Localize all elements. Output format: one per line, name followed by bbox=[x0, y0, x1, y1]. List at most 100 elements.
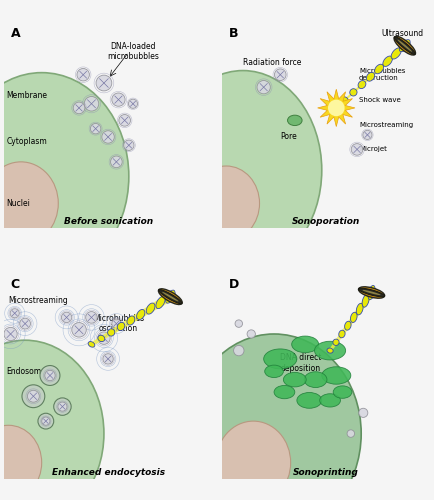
Ellipse shape bbox=[368, 286, 375, 300]
Ellipse shape bbox=[320, 394, 340, 407]
Ellipse shape bbox=[265, 365, 283, 378]
Ellipse shape bbox=[274, 386, 295, 398]
Ellipse shape bbox=[193, 166, 260, 240]
Circle shape bbox=[45, 370, 55, 380]
Ellipse shape bbox=[98, 335, 105, 342]
Ellipse shape bbox=[350, 88, 357, 96]
Text: Microjet: Microjet bbox=[359, 146, 387, 152]
Ellipse shape bbox=[358, 80, 366, 88]
Text: Enhanced endocytosis: Enhanced endocytosis bbox=[52, 468, 164, 477]
Ellipse shape bbox=[165, 290, 175, 303]
Text: DNA-loaded
microbubbles: DNA-loaded microbubbles bbox=[107, 42, 159, 61]
Ellipse shape bbox=[127, 316, 135, 325]
Ellipse shape bbox=[0, 72, 129, 280]
Ellipse shape bbox=[288, 115, 302, 126]
Text: D: D bbox=[228, 278, 239, 291]
Ellipse shape bbox=[333, 386, 352, 398]
Text: Sonoporation: Sonoporation bbox=[292, 217, 360, 226]
Circle shape bbox=[10, 308, 19, 318]
Text: Radiation force: Radiation force bbox=[243, 58, 301, 67]
Ellipse shape bbox=[322, 367, 351, 384]
Circle shape bbox=[84, 96, 99, 111]
Circle shape bbox=[61, 312, 72, 322]
Text: Sonoprinting: Sonoprinting bbox=[293, 468, 359, 477]
Ellipse shape bbox=[264, 349, 297, 369]
Text: Pore: Pore bbox=[280, 132, 297, 141]
Text: Microbubbles
oscillation: Microbubbles oscillation bbox=[93, 314, 144, 334]
Circle shape bbox=[85, 312, 97, 323]
Circle shape bbox=[27, 390, 39, 402]
Ellipse shape bbox=[351, 312, 357, 322]
Text: Cytoplasm: Cytoplasm bbox=[7, 136, 47, 145]
Circle shape bbox=[103, 354, 113, 364]
Ellipse shape bbox=[333, 105, 339, 111]
Text: Microstreaming: Microstreaming bbox=[359, 122, 413, 128]
Ellipse shape bbox=[117, 322, 125, 330]
Text: Shock wave: Shock wave bbox=[359, 96, 401, 102]
Polygon shape bbox=[90, 290, 174, 346]
Circle shape bbox=[20, 318, 30, 329]
Text: Microstreaming: Microstreaming bbox=[9, 296, 68, 306]
Circle shape bbox=[22, 385, 45, 407]
Ellipse shape bbox=[315, 342, 345, 360]
Ellipse shape bbox=[358, 287, 385, 298]
Circle shape bbox=[235, 320, 243, 328]
Text: C: C bbox=[10, 278, 20, 291]
Ellipse shape bbox=[327, 348, 333, 353]
Circle shape bbox=[274, 69, 286, 80]
Ellipse shape bbox=[88, 342, 95, 347]
Polygon shape bbox=[335, 40, 409, 110]
Circle shape bbox=[72, 322, 86, 337]
Ellipse shape bbox=[362, 290, 381, 295]
Ellipse shape bbox=[345, 321, 351, 330]
Ellipse shape bbox=[333, 339, 339, 345]
Circle shape bbox=[363, 130, 372, 140]
Ellipse shape bbox=[375, 64, 384, 74]
Circle shape bbox=[112, 93, 125, 106]
Ellipse shape bbox=[342, 97, 348, 103]
Circle shape bbox=[351, 144, 363, 155]
Circle shape bbox=[112, 319, 121, 328]
Ellipse shape bbox=[137, 310, 145, 320]
Text: DNA direct
deposition: DNA direct deposition bbox=[280, 354, 322, 372]
Circle shape bbox=[58, 402, 67, 411]
Circle shape bbox=[111, 156, 122, 168]
Text: Nuclei: Nuclei bbox=[7, 199, 30, 208]
Ellipse shape bbox=[304, 372, 327, 388]
Ellipse shape bbox=[0, 426, 42, 500]
Circle shape bbox=[257, 80, 270, 94]
Ellipse shape bbox=[398, 40, 412, 52]
Ellipse shape bbox=[339, 330, 345, 338]
Text: A: A bbox=[10, 27, 20, 40]
Ellipse shape bbox=[383, 56, 392, 66]
Ellipse shape bbox=[391, 48, 401, 59]
Circle shape bbox=[102, 130, 114, 143]
Ellipse shape bbox=[394, 36, 415, 55]
Circle shape bbox=[359, 408, 368, 418]
Circle shape bbox=[54, 398, 71, 415]
Ellipse shape bbox=[0, 340, 104, 500]
Text: B: B bbox=[228, 27, 238, 40]
Circle shape bbox=[328, 100, 345, 116]
Text: Microbubbles
destruction: Microbubbles destruction bbox=[359, 68, 405, 81]
Circle shape bbox=[90, 124, 101, 134]
Ellipse shape bbox=[187, 334, 361, 500]
Ellipse shape bbox=[146, 303, 155, 314]
Text: Ultrasound: Ultrasound bbox=[381, 29, 424, 38]
Circle shape bbox=[347, 430, 355, 438]
Circle shape bbox=[73, 102, 85, 114]
Ellipse shape bbox=[292, 336, 319, 352]
Circle shape bbox=[98, 332, 110, 344]
Ellipse shape bbox=[162, 292, 178, 302]
Circle shape bbox=[233, 346, 244, 356]
Circle shape bbox=[42, 417, 50, 425]
Polygon shape bbox=[318, 89, 355, 126]
Text: Endosomes: Endosomes bbox=[7, 367, 50, 376]
Circle shape bbox=[38, 413, 54, 429]
Circle shape bbox=[96, 75, 112, 91]
Ellipse shape bbox=[399, 40, 410, 52]
Circle shape bbox=[40, 366, 60, 386]
Ellipse shape bbox=[0, 162, 58, 245]
Ellipse shape bbox=[297, 392, 322, 408]
Ellipse shape bbox=[108, 329, 115, 336]
